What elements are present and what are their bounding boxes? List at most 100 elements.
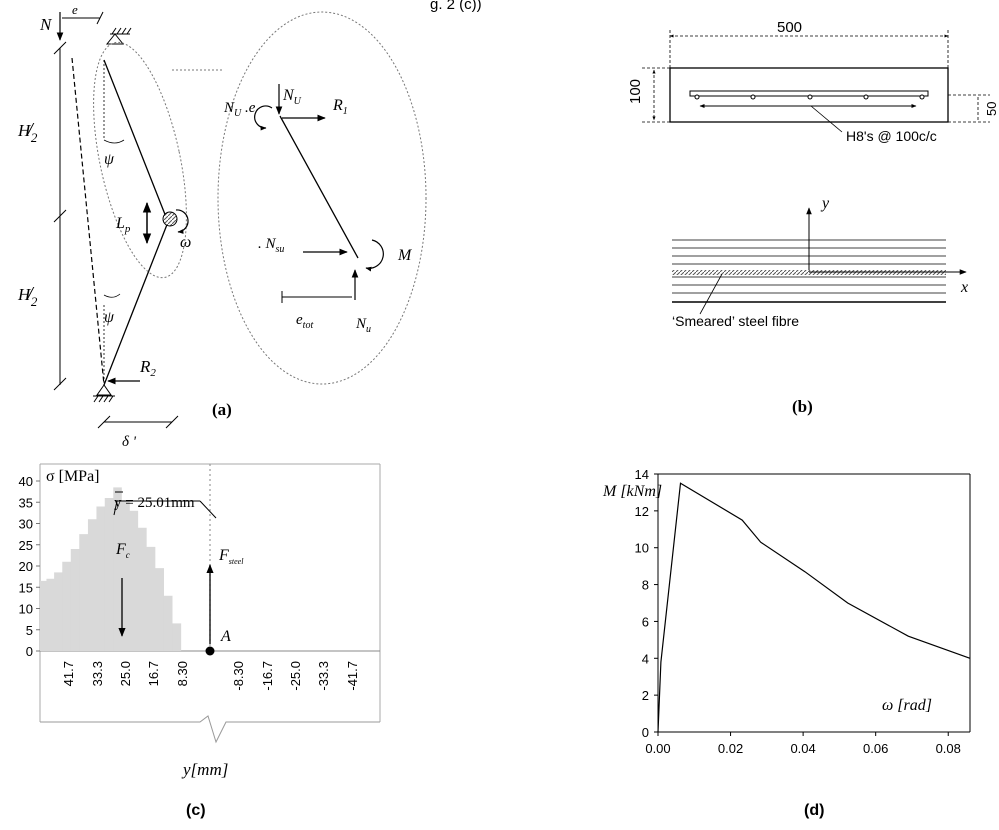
rebar-bar [750,94,756,100]
eccentricity-label: e [72,2,78,17]
stress-bar [54,572,63,651]
y-tick-label: 20 [19,559,33,574]
cover-depth-label: 50 [984,102,999,116]
hinge-length-label: Lp [115,215,131,235]
stress-y-ticks: 0 5 10 15 20 25 30 35 40 [19,474,40,659]
callout-eccentric-moment-arrow [254,105,273,131]
stress-bar [62,561,72,651]
y-tick-label: 25 [19,538,33,553]
rebar-bar [919,94,925,100]
panel-c-stress-distribution: 0 5 10 15 20 25 30 35 40 41.7 33.3 25.0 16.7 8.30 -8.… [19,463,381,819]
undeformed-column-line [71,57,105,386]
callout-moment-label: M [397,247,413,264]
x-tick-label: 41.7 [61,661,76,686]
stress-bar [129,510,139,651]
y-tick-label: 8 [642,578,649,593]
y-tick-label: 2 [642,688,649,703]
x-tick-label: 16.7 [146,661,161,686]
panel-a-caption: (a) [212,400,232,419]
half-height-lower-label: H/2 [17,283,38,309]
y-tick-label: 30 [19,517,33,532]
stress-bar [137,527,147,651]
rebar-bar [863,94,869,100]
hinge-rotation-label: ω [180,234,191,251]
upper-column-segment [103,59,169,223]
y-tick-label: 40 [19,474,33,489]
moment-y-ticks: 0 2 4 6 8 10 12 14 [635,467,658,740]
stress-bar [96,506,106,651]
section-y-axis-label: y [820,195,830,212]
callout-eccentric-moment-label: NU .e [223,100,256,119]
stress-bar [146,546,156,651]
rebar-specification-label: H8's @ 100c/c [846,128,937,144]
rotation-axis-title: ω [rad] [882,697,932,714]
y-tick-label: 0 [642,725,649,740]
y-tick-label: 14 [635,467,649,482]
fibre-leader-line [699,273,723,315]
centroid-label: y = 25.01mm [114,495,195,511]
point-a-label: A [220,628,231,645]
callout-free-body-outline [217,11,427,385]
rotation-x-ticks: 0.00 0.02 0.04 0.06 0.08 [645,732,961,756]
stress-bars [40,487,182,651]
point-a-marker [205,646,215,656]
y-tick-label: 0 [26,644,33,659]
rotation-angle-lower-label: ψ [104,309,115,326]
section-depth-label: 100 [627,79,644,104]
y-tick-label: 12 [635,504,649,519]
smeared-fibre-label: ‘Smeared’ steel fibre [672,313,799,329]
reaction-r2-label: R2 [139,357,156,379]
panel-c-caption: (c) [186,802,206,819]
stress-x-ticks: 41.7 33.3 25.0 16.7 8.30 -8.30 -16.7 -25.0 -33.3… [61,661,360,691]
panel-d-moment-rotation-chart: 0 2 4 6 8 10 12 14 0.00 0.02 0.04 0.06 0.08 M [kNm]… [602,467,971,819]
rebar-bar [694,94,700,100]
x-tick-label: 0.04 [790,741,815,756]
x-tick-label: 0.02 [718,741,743,756]
rotation-angle-upper-label: ψ [104,151,115,168]
axial-load-label: N [39,15,53,34]
stress-bar [70,549,80,651]
y-tick-label: 10 [635,541,649,556]
callout-reaction-r1-label: R1 [332,97,348,117]
x-tick-label: -41.7 [345,661,360,691]
y-tick-label: 5 [26,623,33,638]
steel-force-label: Fsteel [218,547,244,566]
total-eccentricity-label: etot [296,312,313,331]
stress-bar [113,487,122,651]
y-tick-label: 6 [642,614,649,629]
x-tick-label: 33.3 [90,661,105,686]
x-tick-label: -25.0 [288,661,303,691]
stress-bar [163,595,173,651]
callout-moment-arrow [365,239,384,272]
stress-bar [46,578,55,651]
stress-bar [79,534,89,651]
x-tick-label: -8.30 [231,661,246,691]
bottom-pin-support [96,384,112,396]
panel-d-caption: (d) [804,802,824,819]
stress-bar [87,519,97,651]
callout-axial-load-label: NU [282,87,302,107]
x-tick-label: 8.30 [175,661,190,686]
callout-steel-force-label: . Nsu [258,236,284,255]
stress-axis-title: σ [MPa] [46,468,100,485]
y-tick-label: 4 [642,651,649,666]
y-tick-label: 35 [19,495,33,510]
plastic-hinge-node [162,211,178,227]
rebar-leader-line [810,105,843,133]
lateral-displacement-label: δ ' [122,434,137,450]
lower-column-segment [103,221,169,386]
y-tick-label: 15 [19,580,33,595]
panel-a-free-body-diagram: N e H/2 H/2 ψ ψ ω Lp [17,2,427,450]
stress-bar [40,580,47,651]
plastic-hinge-region-outline [93,41,187,279]
rebar-bar [807,94,813,100]
section-x-axis-label: x [960,279,968,296]
half-height-upper-label: H/2 [17,119,38,145]
section-width-label: 500 [777,19,802,36]
x-tick-label: -33.3 [316,661,331,691]
hinge-rotation-arrow [175,209,189,234]
x-tick-label: -16.7 [260,661,275,691]
moment-axis-title: M [kNm] [602,483,662,500]
callout-column-segment [279,115,359,259]
